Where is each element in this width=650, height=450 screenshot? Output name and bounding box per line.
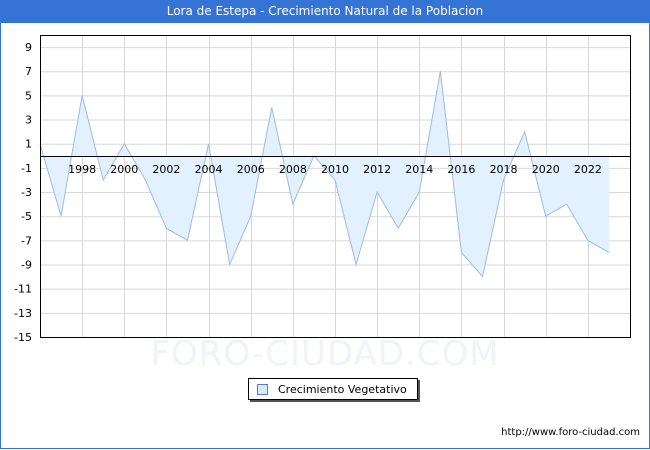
x-tick-label: 2018 bbox=[490, 163, 518, 176]
y-tick-label: 3 bbox=[25, 114, 32, 127]
x-tick-label: 2002 bbox=[152, 163, 180, 176]
x-tick-label: 2004 bbox=[195, 163, 223, 176]
legend-swatch-icon bbox=[257, 383, 268, 395]
x-tick-label: 2000 bbox=[110, 163, 138, 176]
chart-title: Lora de Estepa - Crecimiento Natural de … bbox=[0, 0, 650, 23]
x-tick-label: 2022 bbox=[574, 163, 602, 176]
x-tick-label: 2012 bbox=[363, 163, 391, 176]
y-tick-label: -1 bbox=[21, 162, 32, 175]
y-tick-label: -5 bbox=[21, 210, 32, 223]
x-tick-label: 2008 bbox=[279, 163, 307, 176]
x-tick-label: 2016 bbox=[447, 163, 475, 176]
y-tick-label: -7 bbox=[21, 234, 32, 247]
legend: Crecimiento Vegetativo bbox=[248, 378, 418, 400]
x-tick-label: 2014 bbox=[405, 163, 433, 176]
x-tick-label: 2006 bbox=[237, 163, 265, 176]
y-tick-label: -13 bbox=[14, 307, 32, 320]
y-tick-label: 5 bbox=[25, 89, 32, 102]
watermark: FORO-CIUDAD.COM bbox=[150, 334, 500, 374]
y-tick-label: 9 bbox=[25, 41, 32, 54]
x-tick-label: 2010 bbox=[321, 163, 349, 176]
y-tick-label: -3 bbox=[21, 186, 32, 199]
x-tick-label: 2020 bbox=[532, 163, 560, 176]
source-url: http://www.foro-ciudad.com bbox=[501, 427, 640, 438]
y-tick-label: 1 bbox=[25, 138, 32, 151]
legend-label: Crecimiento Vegetativo bbox=[278, 382, 407, 396]
x-tick-label: 1998 bbox=[68, 163, 96, 176]
y-tick-label: -15 bbox=[14, 331, 32, 344]
y-tick-label: -9 bbox=[21, 259, 32, 272]
y-tick-label: 7 bbox=[25, 65, 32, 78]
y-tick-label: -11 bbox=[14, 283, 32, 296]
